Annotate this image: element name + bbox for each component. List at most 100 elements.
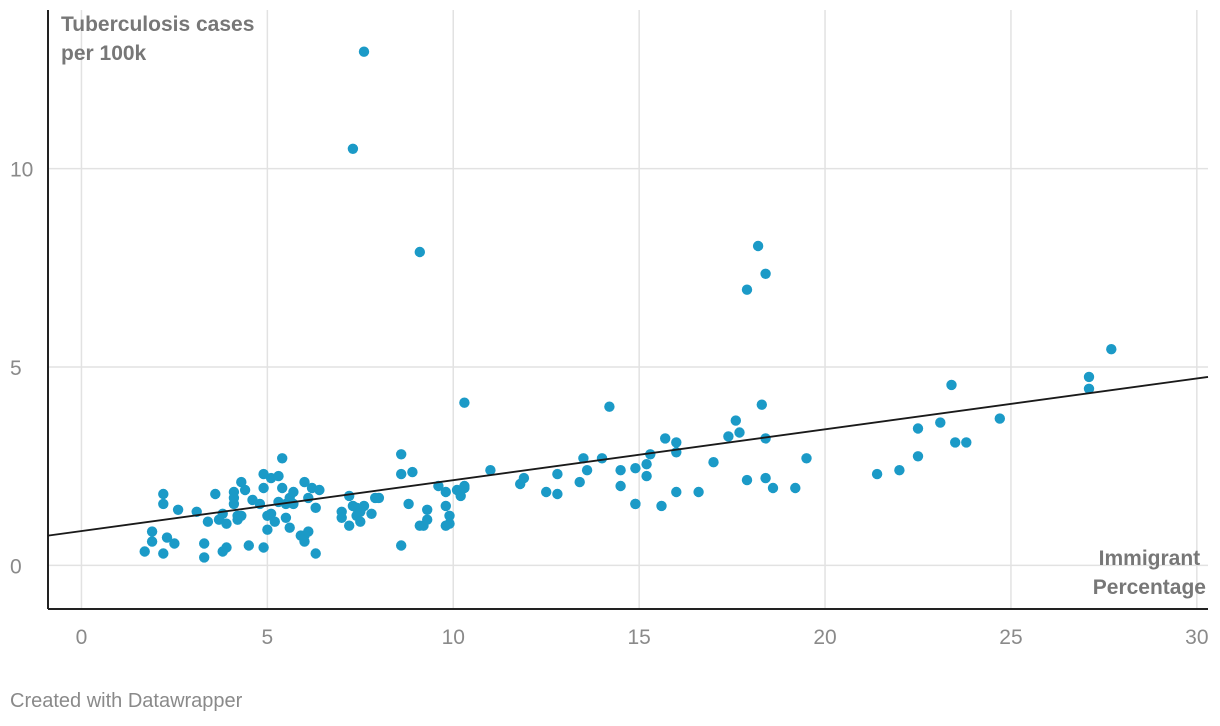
scatter-point xyxy=(961,437,972,448)
y-tick-label: 5 xyxy=(10,357,22,380)
scatter-point xyxy=(422,504,433,515)
scatter-point xyxy=(396,540,407,551)
y-axis-title-line-1: Tuberculosis cases xyxy=(61,13,254,36)
scatter-point xyxy=(767,482,779,494)
scatter-point xyxy=(760,433,771,444)
scatter-point xyxy=(459,482,470,494)
scatter-point xyxy=(671,437,682,448)
x-axis-title: Immigrant Percentage xyxy=(1093,547,1206,599)
scatter-point xyxy=(158,498,169,510)
x-tick-label: 0 xyxy=(76,626,88,649)
scatter-point xyxy=(262,524,273,535)
scatter-point xyxy=(336,512,347,523)
scatter-point xyxy=(303,492,314,504)
scatter-point xyxy=(258,542,269,553)
x-axis-title-line-2: Percentage xyxy=(1093,576,1206,599)
scatter-point xyxy=(344,520,355,531)
scatter-point xyxy=(871,468,883,480)
scatter-point xyxy=(265,508,277,519)
scatter-point xyxy=(277,482,288,494)
scatter-point xyxy=(403,498,414,510)
scatter-point xyxy=(139,546,150,557)
y-tick-labels: 0 5 10 xyxy=(10,159,33,579)
scatter-point xyxy=(730,415,741,426)
scatter-point xyxy=(299,476,310,488)
scatter-point xyxy=(210,488,221,500)
scatter-point xyxy=(303,526,314,537)
scatter-point xyxy=(288,498,299,510)
scatter-point xyxy=(723,431,734,442)
scatter-point xyxy=(217,508,228,519)
scatter-point xyxy=(236,476,247,488)
scatter-point xyxy=(422,514,433,525)
scatter-point xyxy=(946,379,957,391)
scatter-point xyxy=(172,504,184,515)
scatter-point xyxy=(994,413,1005,424)
scatter-point xyxy=(440,486,451,498)
scatter-point xyxy=(273,470,284,482)
scatter-point xyxy=(373,492,385,504)
scatter-point xyxy=(258,482,269,494)
scatter-point xyxy=(239,484,251,496)
scatter-point xyxy=(414,246,425,258)
x-tick-labels: 0 5 10 15 20 25 30 xyxy=(76,626,1209,649)
scatter-point xyxy=(228,498,240,510)
scatter-point xyxy=(1106,344,1117,355)
scatter-point xyxy=(604,401,615,412)
scatter-point xyxy=(396,449,407,460)
y-tick-label: 10 xyxy=(10,159,33,182)
scatter-point xyxy=(355,516,366,527)
scatter-point xyxy=(202,516,214,527)
scatter-point xyxy=(1083,383,1095,394)
x-tick-label: 10 xyxy=(442,626,465,649)
scatter-point xyxy=(912,451,924,462)
scatter-point xyxy=(615,480,626,492)
x-tick-label: 20 xyxy=(813,626,836,649)
scatter-point xyxy=(518,472,530,484)
scatter-point xyxy=(756,399,767,410)
y-tick-label: 0 xyxy=(10,555,22,578)
scatter-point xyxy=(581,465,593,476)
scatter-point xyxy=(366,508,377,519)
scatter-point xyxy=(693,486,704,498)
scatter-point xyxy=(1083,371,1095,383)
x-tick-label: 5 xyxy=(262,626,274,649)
scatter-point xyxy=(344,490,355,502)
scatter-point xyxy=(801,453,812,464)
scatter-point xyxy=(288,486,299,498)
scatter-point xyxy=(541,486,552,498)
scatter-point xyxy=(641,459,652,470)
x-tick-label: 30 xyxy=(1185,626,1208,649)
scatter-point xyxy=(310,502,321,513)
scatter-point xyxy=(552,468,563,480)
data-points xyxy=(139,46,1117,563)
scatter-point xyxy=(277,453,288,464)
scatter-point xyxy=(741,284,753,295)
scatter-point xyxy=(169,538,180,549)
x-axis-title-line-1: Immigrant xyxy=(1099,547,1201,570)
scatter-point xyxy=(671,486,682,498)
scatter-point xyxy=(221,542,232,553)
scatter-point xyxy=(407,466,418,478)
scatter-point xyxy=(444,518,455,529)
scatter-point xyxy=(455,490,466,502)
scatter-point xyxy=(444,510,455,521)
x-tick-label: 15 xyxy=(627,626,650,649)
scatter-point xyxy=(741,474,753,486)
scatter-point xyxy=(708,457,719,468)
scatter-point xyxy=(790,482,801,494)
scatter-point xyxy=(630,463,641,474)
scatter-point xyxy=(221,518,232,529)
scatter-point xyxy=(760,268,771,279)
scatter-point xyxy=(552,488,563,500)
axes xyxy=(47,10,1208,610)
scatter-point xyxy=(161,532,173,543)
scatter-point xyxy=(310,548,321,559)
scatter-point xyxy=(641,470,652,482)
scatter-point xyxy=(347,143,359,154)
scatter-point xyxy=(615,465,626,476)
scatter-point xyxy=(146,536,158,547)
scatter-point xyxy=(358,500,370,512)
scatter-point xyxy=(199,552,210,563)
trendline xyxy=(47,376,1209,537)
